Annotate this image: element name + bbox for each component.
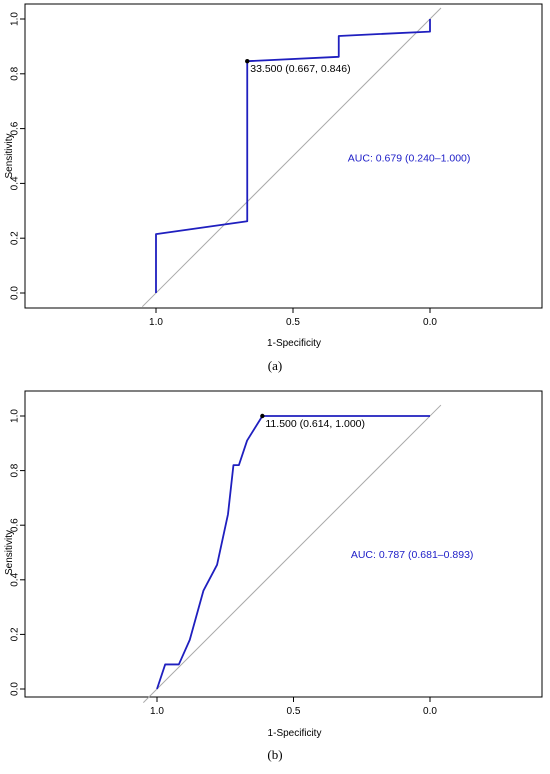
roc-curve bbox=[155, 19, 431, 293]
y-tick-label: 1.0 bbox=[10, 409, 21, 423]
x-tick-label: 0.0 bbox=[423, 706, 437, 717]
threshold-label: 33.500 (0.667, 0.846) bbox=[250, 63, 350, 75]
x-axis-title: 1-Specificity bbox=[267, 338, 321, 349]
y-tick-label: 0.4 bbox=[10, 176, 21, 190]
x-tick-label: 1.0 bbox=[149, 317, 163, 328]
y-tick-label: 0.4 bbox=[10, 572, 21, 586]
reference-diagonal bbox=[142, 404, 442, 704]
y-tick-label: 0.8 bbox=[10, 463, 21, 477]
y-axis-title: Sensitivity bbox=[4, 530, 15, 575]
threshold-label: 11.500 (0.614, 1.000) bbox=[265, 418, 365, 430]
y-tick-label: 0.2 bbox=[10, 627, 21, 641]
panel-label-b: (b) bbox=[267, 747, 283, 762]
plot-frame bbox=[24, 3, 543, 309]
threshold-point bbox=[245, 58, 250, 64]
x-tick-label: 0.5 bbox=[286, 317, 300, 328]
x-axis-title: 1-Specificity bbox=[268, 728, 322, 739]
roc-curve bbox=[156, 415, 430, 690]
roc-panel-b: 1.0 0.5 0.0 0.0 0.2 0.4 0.6 0.8 1.0 1-Specificity… bbox=[0, 387, 550, 774]
roc-chart-b: 1.0 0.5 0.0 0.0 0.2 0.4 0.6 0.8 1.0 1-Specificity… bbox=[4, 390, 543, 739]
y-tick-label: 0.0 bbox=[10, 682, 21, 696]
reference-diagonal bbox=[141, 7, 442, 308]
plot-frame bbox=[24, 390, 543, 698]
y-tick-label: 0.8 bbox=[10, 66, 21, 80]
y-tick-label: 0.2 bbox=[10, 231, 21, 245]
roc-panel-a: 1.0 0.5 0.0 0.0 0.2 0.4 0.6 0.8 1.0 1-Specificity… bbox=[4, 3, 543, 373]
y-axis-title: Sensitivity bbox=[4, 133, 15, 178]
x-tick-label: 1.0 bbox=[150, 706, 164, 717]
y-tick-label: 1.0 bbox=[10, 12, 21, 26]
panel-label-a: (a) bbox=[267, 358, 283, 373]
auc-label: AUC: 0.787 (0.681–0.893) bbox=[351, 549, 474, 561]
x-tick-label: 0.5 bbox=[287, 706, 301, 717]
y-tick-label: 0.6 bbox=[10, 121, 21, 135]
auc-label: AUC: 0.679 (0.240–1.000) bbox=[348, 152, 471, 164]
threshold-point bbox=[260, 413, 265, 419]
y-tick-label: 0.0 bbox=[10, 286, 21, 300]
roc-chart-a: 1.0 0.5 0.0 0.0 0.2 0.4 0.6 0.8 1.0 1-Specificity… bbox=[4, 3, 543, 349]
y-tick-label: 0.6 bbox=[10, 518, 21, 532]
x-tick-label: 0.0 bbox=[423, 317, 437, 328]
